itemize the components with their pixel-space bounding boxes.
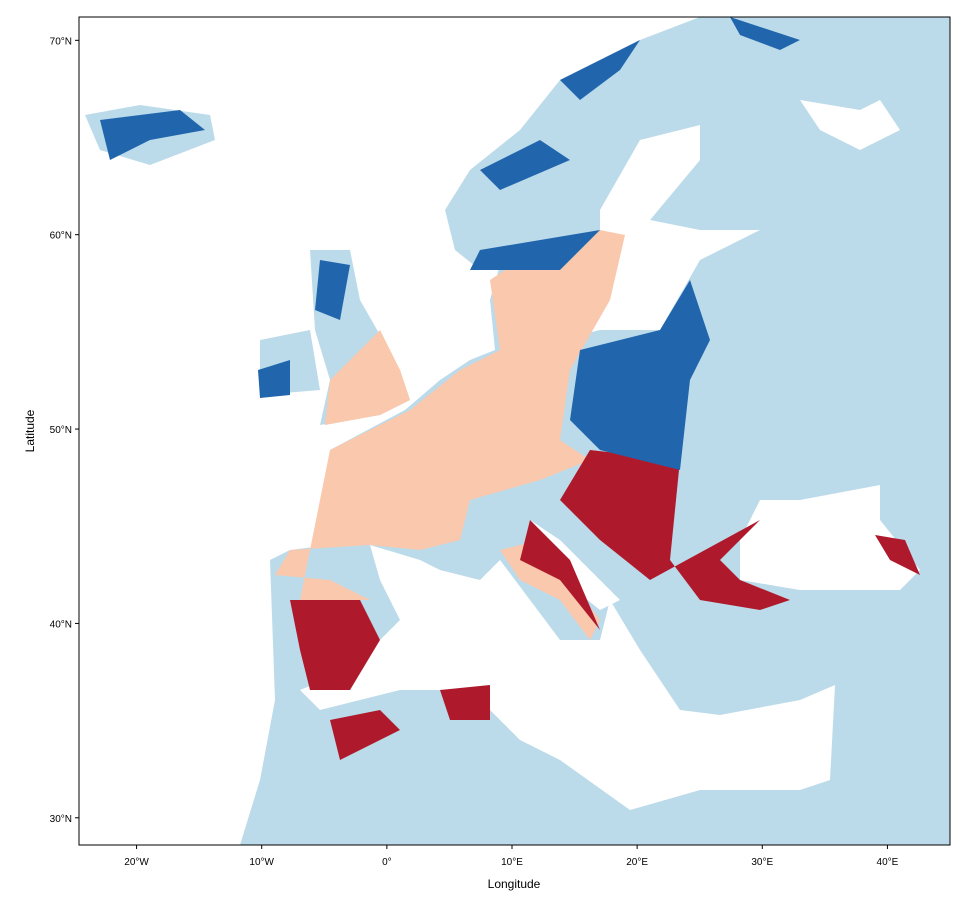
region-red bbox=[440, 685, 490, 720]
x-tick-label: 10°W bbox=[249, 857, 274, 868]
y-tick-label: 40°N bbox=[50, 619, 72, 630]
x-axis-label: Longitude bbox=[488, 877, 541, 891]
x-tick-label: 0° bbox=[382, 857, 392, 868]
region-blue bbox=[730, 17, 800, 50]
map-area bbox=[79, 17, 950, 845]
axes: 20°W 10°W 0° 10°E 20°E 30°E 40°E 30°N 40°N 50°N 60… bbox=[50, 36, 899, 868]
y-axis-label: Latitude bbox=[23, 409, 37, 452]
region-red bbox=[290, 600, 380, 690]
atlantic-sea bbox=[79, 17, 700, 845]
white-sea bbox=[800, 100, 900, 150]
y-tick-label: 30°N bbox=[50, 814, 72, 825]
black-sea bbox=[740, 485, 920, 590]
plot-frame bbox=[78, 16, 951, 846]
region-blue bbox=[315, 260, 350, 320]
x-tick-label: 10°E bbox=[501, 857, 523, 868]
region-blue bbox=[570, 280, 710, 470]
region-blue bbox=[470, 230, 600, 270]
x-tick-label: 20°W bbox=[124, 857, 149, 868]
x-tick-label: 40°E bbox=[877, 857, 899, 868]
region-red bbox=[560, 450, 790, 610]
y-tick-label: 60°N bbox=[50, 231, 72, 242]
region-blue bbox=[100, 110, 205, 160]
region-red bbox=[330, 710, 400, 760]
region-peach bbox=[500, 540, 600, 640]
mediterranean-sea bbox=[300, 545, 835, 810]
region-peach bbox=[325, 330, 410, 425]
region-red bbox=[520, 520, 600, 630]
region-red bbox=[875, 535, 920, 575]
region-blue bbox=[560, 40, 640, 100]
x-tick-label: 30°E bbox=[751, 857, 773, 868]
x-tick-label: 20°E bbox=[626, 857, 648, 868]
region-peach bbox=[275, 230, 625, 600]
region-blue bbox=[258, 360, 290, 398]
y-tick-label: 50°N bbox=[50, 425, 72, 436]
region-blue bbox=[480, 140, 570, 190]
y-tick-label: 70°N bbox=[50, 36, 72, 47]
